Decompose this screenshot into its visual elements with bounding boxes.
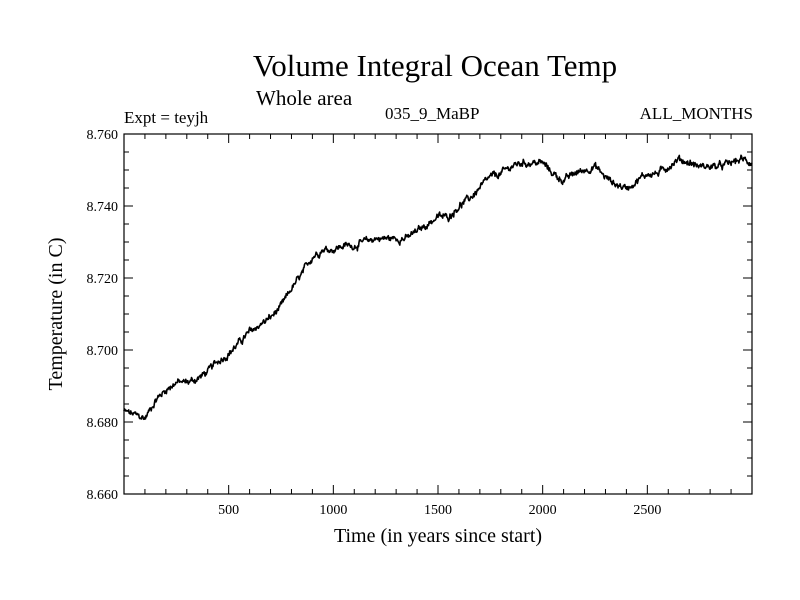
- x-axis-title: Time (in years since start): [334, 525, 542, 547]
- x-tick-label: 1500: [424, 503, 452, 518]
- period-label: ALL_MONTHS: [639, 104, 753, 123]
- x-tick-label: 1000: [319, 503, 347, 518]
- y-tick-labels: 8.660 8.680 8.700 8.720 8.740 8.760: [87, 128, 119, 503]
- x-tick-label: 500: [218, 503, 239, 518]
- tick-group: [124, 134, 752, 494]
- y-axis-title: Temperature (in C): [45, 238, 67, 391]
- y-tick-label: 8.660: [87, 488, 119, 503]
- run-label: 035_9_MaBP: [385, 104, 480, 123]
- x-tick-labels: 500 1000 1500 2000 2500: [218, 503, 661, 518]
- chart-title: Volume Integral Ocean Temp: [252, 48, 618, 83]
- x-tick-label: 2000: [529, 503, 557, 518]
- experiment-label: Expt = teyjh: [124, 108, 209, 127]
- plot-frame: [123, 133, 753, 495]
- temperature-series-line: [123, 154, 753, 421]
- x-tick-label: 2500: [633, 503, 661, 518]
- y-tick-label: 8.680: [87, 416, 119, 431]
- y-tick-label: 8.740: [87, 200, 119, 215]
- y-tick-label: 8.760: [87, 128, 119, 143]
- y-tick-label: 8.720: [87, 272, 119, 287]
- y-tick-label: 8.700: [87, 344, 119, 359]
- chart-subtitle: Whole area: [256, 86, 353, 110]
